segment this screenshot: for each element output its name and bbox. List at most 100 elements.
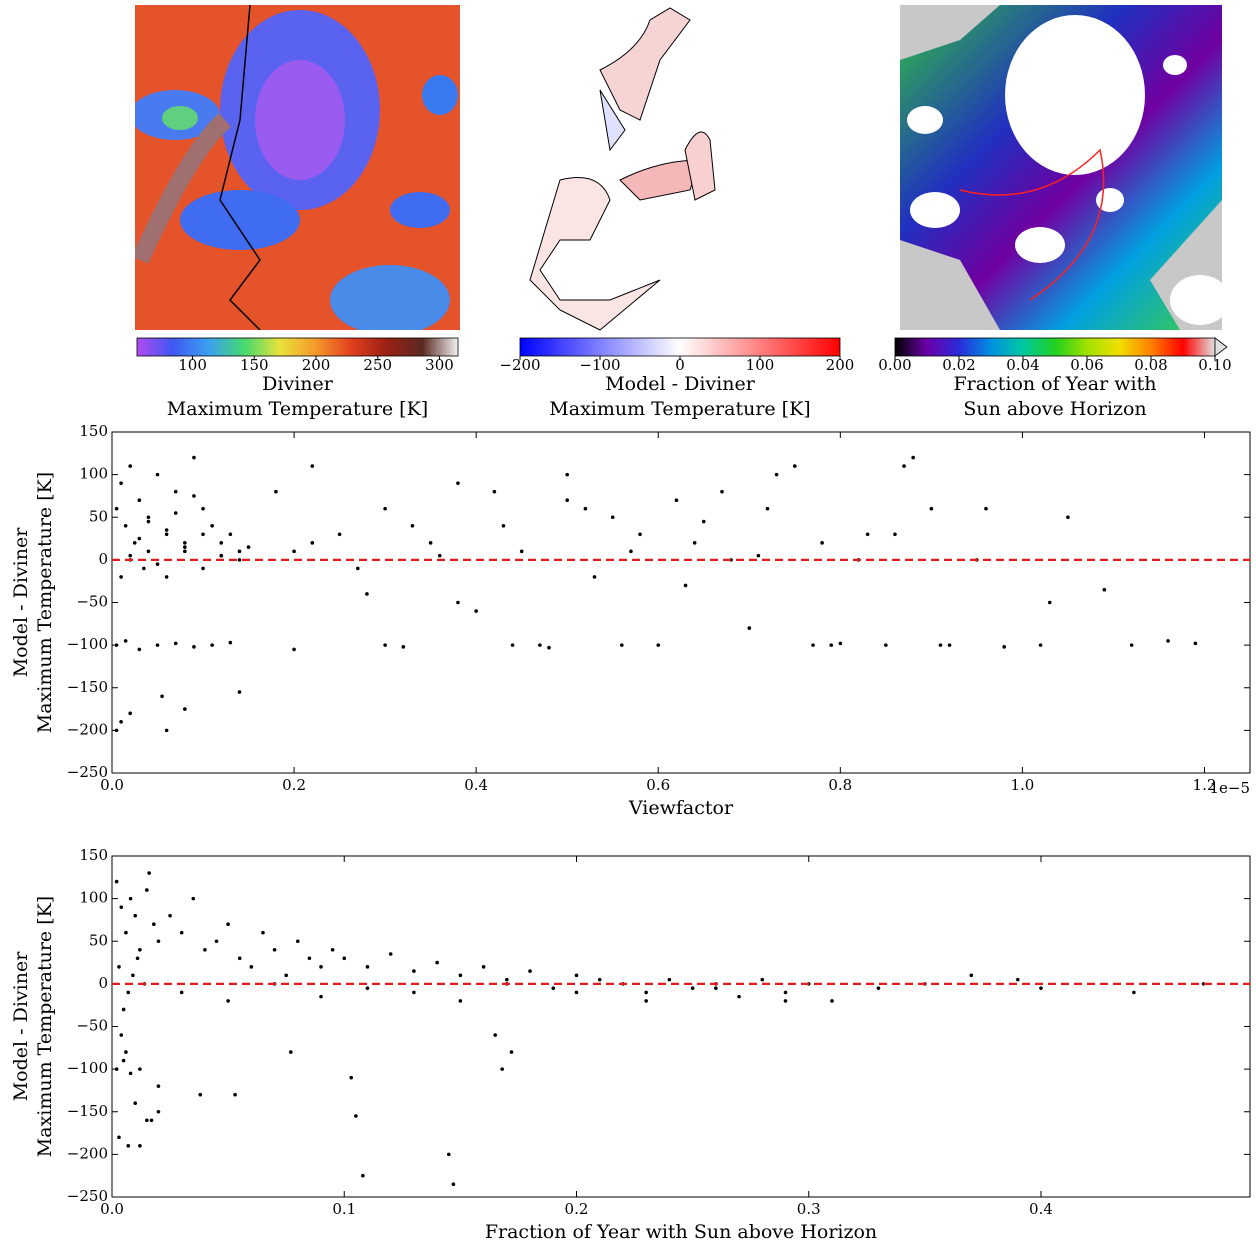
scatter-point — [412, 990, 416, 995]
scatter-point — [228, 640, 233, 645]
scatter-point — [674, 498, 679, 503]
scatter-point — [911, 455, 915, 460]
scatter-point — [142, 566, 146, 571]
scatter-point — [164, 532, 169, 537]
scatter-point — [126, 990, 131, 995]
scatter-point — [307, 956, 312, 961]
x-tick-label: 0.6 — [646, 776, 670, 794]
scatter-point — [1047, 600, 1052, 605]
scatter-point — [437, 553, 442, 558]
x-tick-label: 0.3 — [797, 1200, 821, 1218]
scatter-point — [123, 639, 128, 643]
scatter-point — [272, 947, 277, 952]
y-tick-label: −250 — [67, 763, 108, 781]
scatter-point — [319, 994, 323, 999]
scatter-point — [128, 553, 133, 558]
scatter-point — [284, 973, 288, 978]
colorbar-tick-label: 150 — [240, 356, 269, 374]
scatter-point — [124, 930, 128, 935]
scatter-point — [274, 489, 278, 494]
scatter-point — [583, 506, 588, 511]
scatter-point — [528, 969, 532, 973]
y-tick-label: −200 — [67, 1144, 108, 1162]
scatter-point — [124, 1050, 128, 1054]
scatter-point — [747, 626, 752, 630]
scatter-point — [228, 532, 233, 537]
scatter-point — [138, 947, 142, 952]
scatter-point — [505, 977, 509, 982]
x-tick-label: 1.0 — [1010, 776, 1034, 794]
scatter-point — [1066, 515, 1070, 520]
scatter-point — [720, 489, 724, 494]
colorbar-tick-label: 0.04 — [1006, 356, 1039, 374]
scatter-point — [119, 1033, 124, 1037]
y-tick-label: −150 — [67, 678, 108, 696]
x-axis-label: Viewfactor — [628, 797, 734, 819]
scatter-point — [126, 1144, 131, 1148]
scatter-point — [128, 1071, 133, 1076]
x-offset-label: 1e−5 — [1209, 779, 1250, 797]
scatter-point — [683, 583, 688, 588]
scatter-point — [210, 523, 214, 528]
scatter-point — [237, 549, 242, 554]
scatter-point — [783, 990, 788, 995]
colorbar-tick-label: 250 — [363, 356, 392, 374]
scatter-point — [509, 1050, 514, 1054]
y-axis-label: Maximum Temperature [K] — [34, 896, 56, 1157]
scatter-point — [132, 541, 137, 545]
y-tick-label: 100 — [79, 889, 108, 907]
scatter-point — [191, 896, 196, 901]
scatter-point — [137, 647, 142, 652]
x-tick-label: 0.2 — [282, 776, 306, 794]
colorbar — [136, 337, 459, 357]
y-axis-label: Model - Diviner — [10, 951, 32, 1101]
colorbar-label: Sun above Horizon — [963, 398, 1146, 420]
scatter-point — [249, 965, 254, 969]
scatter-point — [237, 690, 242, 694]
scatter-point — [119, 481, 123, 485]
scatter-point — [310, 464, 315, 468]
plot-frame — [111, 431, 1251, 774]
colorbar-tick-label: 200 — [826, 356, 855, 374]
scatter-point — [481, 965, 486, 969]
scatter-point — [330, 947, 335, 952]
scatter-point — [214, 939, 219, 944]
scatter-point — [119, 905, 124, 909]
colorbar-extend — [1214, 337, 1228, 357]
scatter-point — [201, 532, 205, 537]
scatter-point — [1132, 990, 1136, 995]
x-tick-label: 0.0 — [100, 1200, 124, 1218]
scatter-point — [638, 532, 642, 537]
scatter-point — [902, 464, 906, 468]
scatter-point — [884, 643, 888, 647]
scatter-point — [289, 1050, 293, 1054]
scatter-point — [133, 1101, 138, 1106]
scatter-point — [219, 553, 224, 558]
scatter-point — [714, 986, 718, 990]
scatter-point — [501, 523, 506, 528]
scatter-point — [701, 519, 706, 524]
scatter-point — [137, 536, 142, 541]
scatter-point — [292, 647, 296, 652]
colorbar-tick-label: 300 — [425, 356, 454, 374]
y-tick-label: −50 — [76, 1017, 108, 1035]
scatter-point — [121, 1007, 126, 1012]
y-tick-label: 0 — [98, 974, 108, 992]
scatter-point — [233, 1092, 237, 1097]
scatter-point — [349, 1075, 354, 1080]
scatter-point — [547, 645, 551, 650]
scatter-point — [838, 641, 843, 646]
scatter-point — [183, 545, 187, 549]
scatter-point — [629, 549, 633, 554]
scatter-point — [168, 913, 172, 918]
scatter-point — [938, 643, 943, 647]
scatter-point — [1002, 645, 1006, 649]
scatter-point — [451, 1182, 456, 1187]
colorbar-tick-label: 0 — [675, 356, 685, 374]
scatter-point — [128, 896, 133, 901]
scatter-point — [510, 643, 515, 647]
x-tick-label: 1.2 — [1193, 776, 1217, 794]
scatter-point — [121, 1058, 126, 1063]
scatter-point — [929, 506, 934, 511]
